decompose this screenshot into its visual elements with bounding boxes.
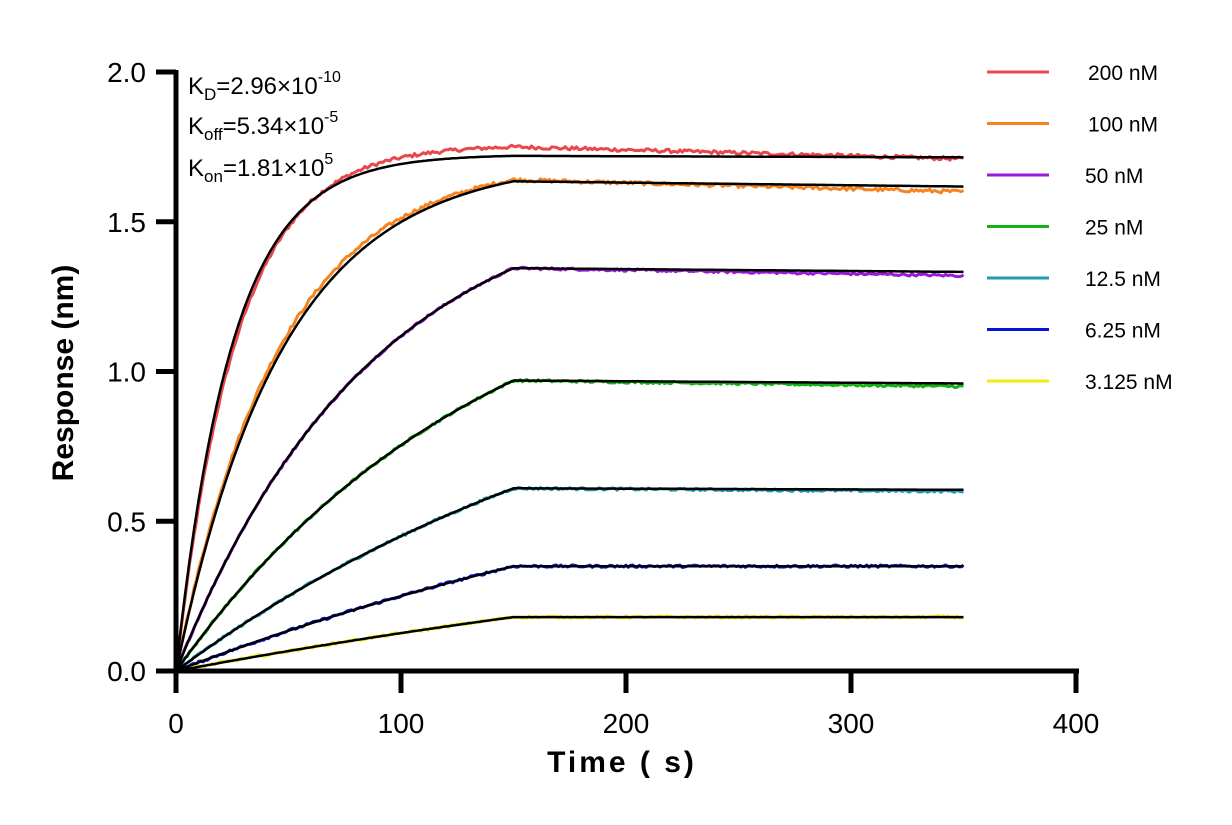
fit-curve-25-nM bbox=[174, 379, 964, 672]
fit-curve-50-nM bbox=[174, 266, 964, 672]
x-axis-ticks: 0 100 200 300 400 bbox=[168, 671, 1099, 739]
x-axis-title: Time ( s) bbox=[547, 746, 697, 779]
koff-annotation: Koff=5.34×10-5 bbox=[188, 109, 338, 144]
legend-label: 50 nM bbox=[1085, 165, 1143, 188]
fit-curve-6-25-nM bbox=[175, 564, 964, 673]
kd-annotation: KD=2.96×10-10 bbox=[188, 69, 341, 104]
x-tick-label: 0 bbox=[168, 708, 184, 739]
legend: 200 nM 100 nM 50 nM 25 nM 12.5 nM 6.25 nM 3.12… bbox=[987, 62, 1173, 394]
plot-fit-layer bbox=[174, 154, 964, 673]
fit-curve-200-nM bbox=[174, 154, 964, 672]
y-axis-ticks: 0.0 0.5 1.0 1.5 2.0 bbox=[107, 57, 176, 687]
x-tick-label: 200 bbox=[603, 708, 650, 739]
data-series-12-5-nM bbox=[175, 486, 964, 673]
legend-label: 12.5 nM bbox=[1085, 268, 1161, 291]
kinetic-constants: KD=2.96×10-10 Koff=5.34×10-5 Kon=1.81×10… bbox=[188, 69, 341, 186]
fit-curve-100-nM bbox=[174, 180, 964, 672]
legend-label: 100 nM bbox=[1088, 114, 1158, 137]
legend-label: 6.25 nM bbox=[1085, 320, 1161, 343]
y-tick-label: 1.0 bbox=[107, 357, 146, 388]
kon-annotation: Kon=1.81×105 bbox=[188, 151, 333, 186]
y-tick-label: 0.0 bbox=[107, 656, 146, 687]
data-series-3-125-nM bbox=[175, 614, 964, 673]
y-tick-label: 1.5 bbox=[107, 207, 146, 238]
y-axis-title: Response (nm) bbox=[47, 265, 80, 482]
data-series-100-nM bbox=[174, 177, 965, 672]
y-tick-label: 0.5 bbox=[107, 506, 146, 537]
fit-curve-3-125-nM bbox=[175, 615, 964, 673]
fit-curve-12-5-nM bbox=[175, 487, 964, 673]
x-tick-label: 300 bbox=[828, 708, 875, 739]
legend-label: 3.125 nM bbox=[1085, 371, 1173, 394]
x-tick-label: 100 bbox=[378, 708, 425, 739]
legend-label: 25 nM bbox=[1085, 217, 1143, 240]
legend-label: 200 nM bbox=[1088, 62, 1158, 85]
x-tick-label: 400 bbox=[1053, 708, 1100, 739]
y-tick-label: 2.0 bbox=[107, 57, 146, 88]
